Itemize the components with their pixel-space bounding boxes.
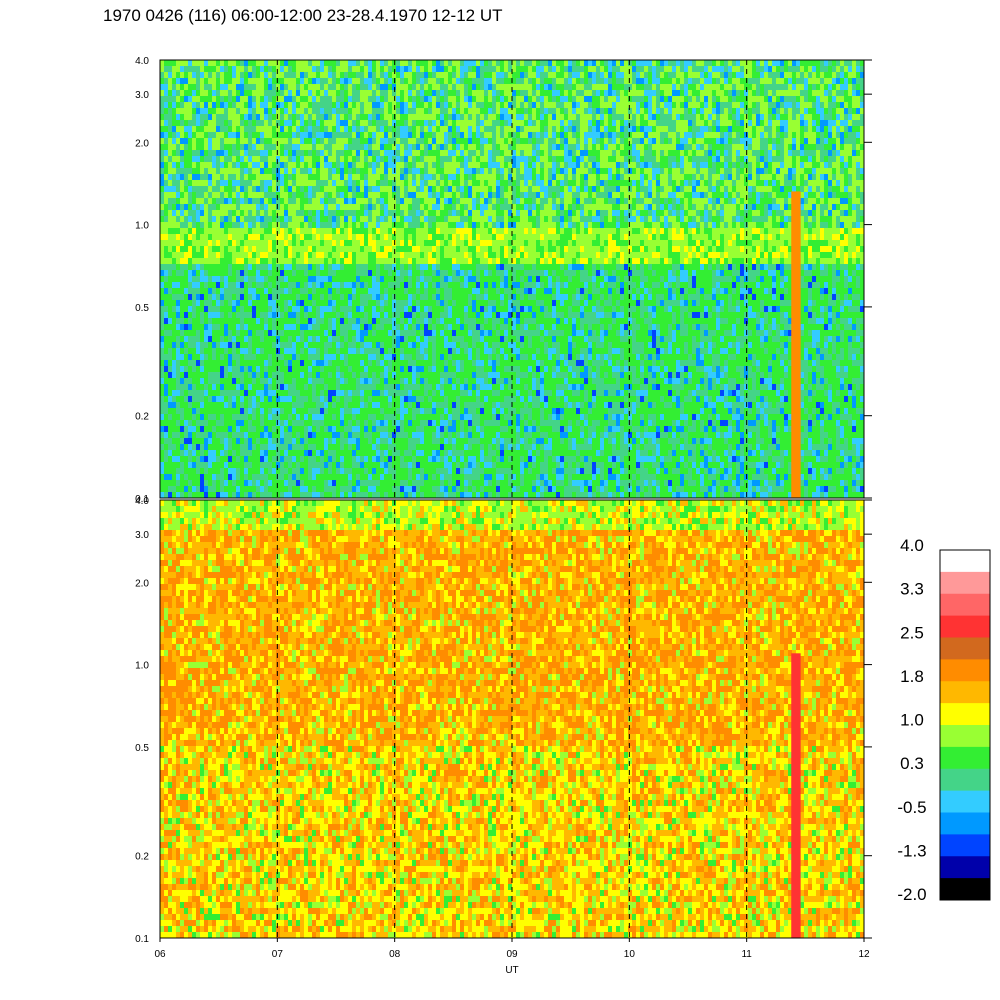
colorbar-label: 2.5 [900,623,924,642]
colorbar-swatch [940,681,990,704]
x-tick-label: 10 [624,949,636,960]
colorbar-frame [939,549,991,901]
y-tick-label: 0.1 [135,934,149,945]
colorbar-swatch [940,878,990,901]
y-tick-label: 0.2 [135,852,149,863]
x-tick-label: 06 [154,949,166,960]
colorbar-swatch [940,768,990,792]
colorbar-swatch [940,571,990,595]
colorbar-label: -1.3 [897,841,926,860]
x-tick-label: 07 [272,949,284,960]
colorbar-swatch [940,834,990,857]
colorbar-swatch [940,812,990,835]
colorbar-label: -2.0 [897,885,926,904]
colorbar-swatch [940,746,990,770]
axes: 0.10.20.51.02.03.04.00.10.20.51.02.03.04… [135,56,872,960]
x-tick-label: 12 [858,949,870,960]
colorbar-label: 4.0 [900,536,924,555]
y-tick-label: 1.0 [135,221,149,232]
colorbar-label: 1.0 [900,711,924,730]
colorbar-swatch [940,593,990,617]
colorbar: 4.0 3.3 2.5 1.8 1.0 0.3 -0.5 -1.3 -2.0 [897,536,991,904]
colorbar-swatch [940,790,990,813]
x-tick-label: 11 [741,949,752,960]
x-axis-label: UT [505,965,518,976]
colorbar-swatch [940,856,990,879]
y-tick-label: 0.1 [135,494,149,505]
y-tick-label: 3.0 [135,530,149,541]
y-tick-label: 2.0 [135,138,149,149]
chart-title: 1970 0426 (116) 06:00-12:00 23-28.4.1970… [103,6,502,26]
colorbar-label: -0.5 [897,798,926,817]
y-tick-label: 1.0 [135,661,149,672]
y-tick-label: 3.0 [135,90,149,101]
colorbar-label: 0.3 [900,754,924,773]
y-tick-label: 4.0 [135,496,149,507]
colorbar-swatch [940,725,990,748]
colorbar-swatch [940,659,990,682]
y-tick-label: 0.5 [135,303,149,314]
y-tick-label: 0.5 [135,743,149,754]
x-tick-label: 09 [506,949,518,960]
colorbar-swatch [940,615,990,638]
y-tick-label: 0.2 [135,412,149,423]
colorbar-label: 3.3 [900,580,924,599]
y-tick-label: 2.0 [135,578,149,589]
colorbar-swatch [940,637,990,660]
x-tick-label: 08 [389,949,401,960]
colorbar-swatch [940,703,990,726]
colorbar-label: 1.8 [900,667,924,686]
y-tick-label: 4.0 [135,56,149,67]
colorbar-swatch [940,550,990,573]
